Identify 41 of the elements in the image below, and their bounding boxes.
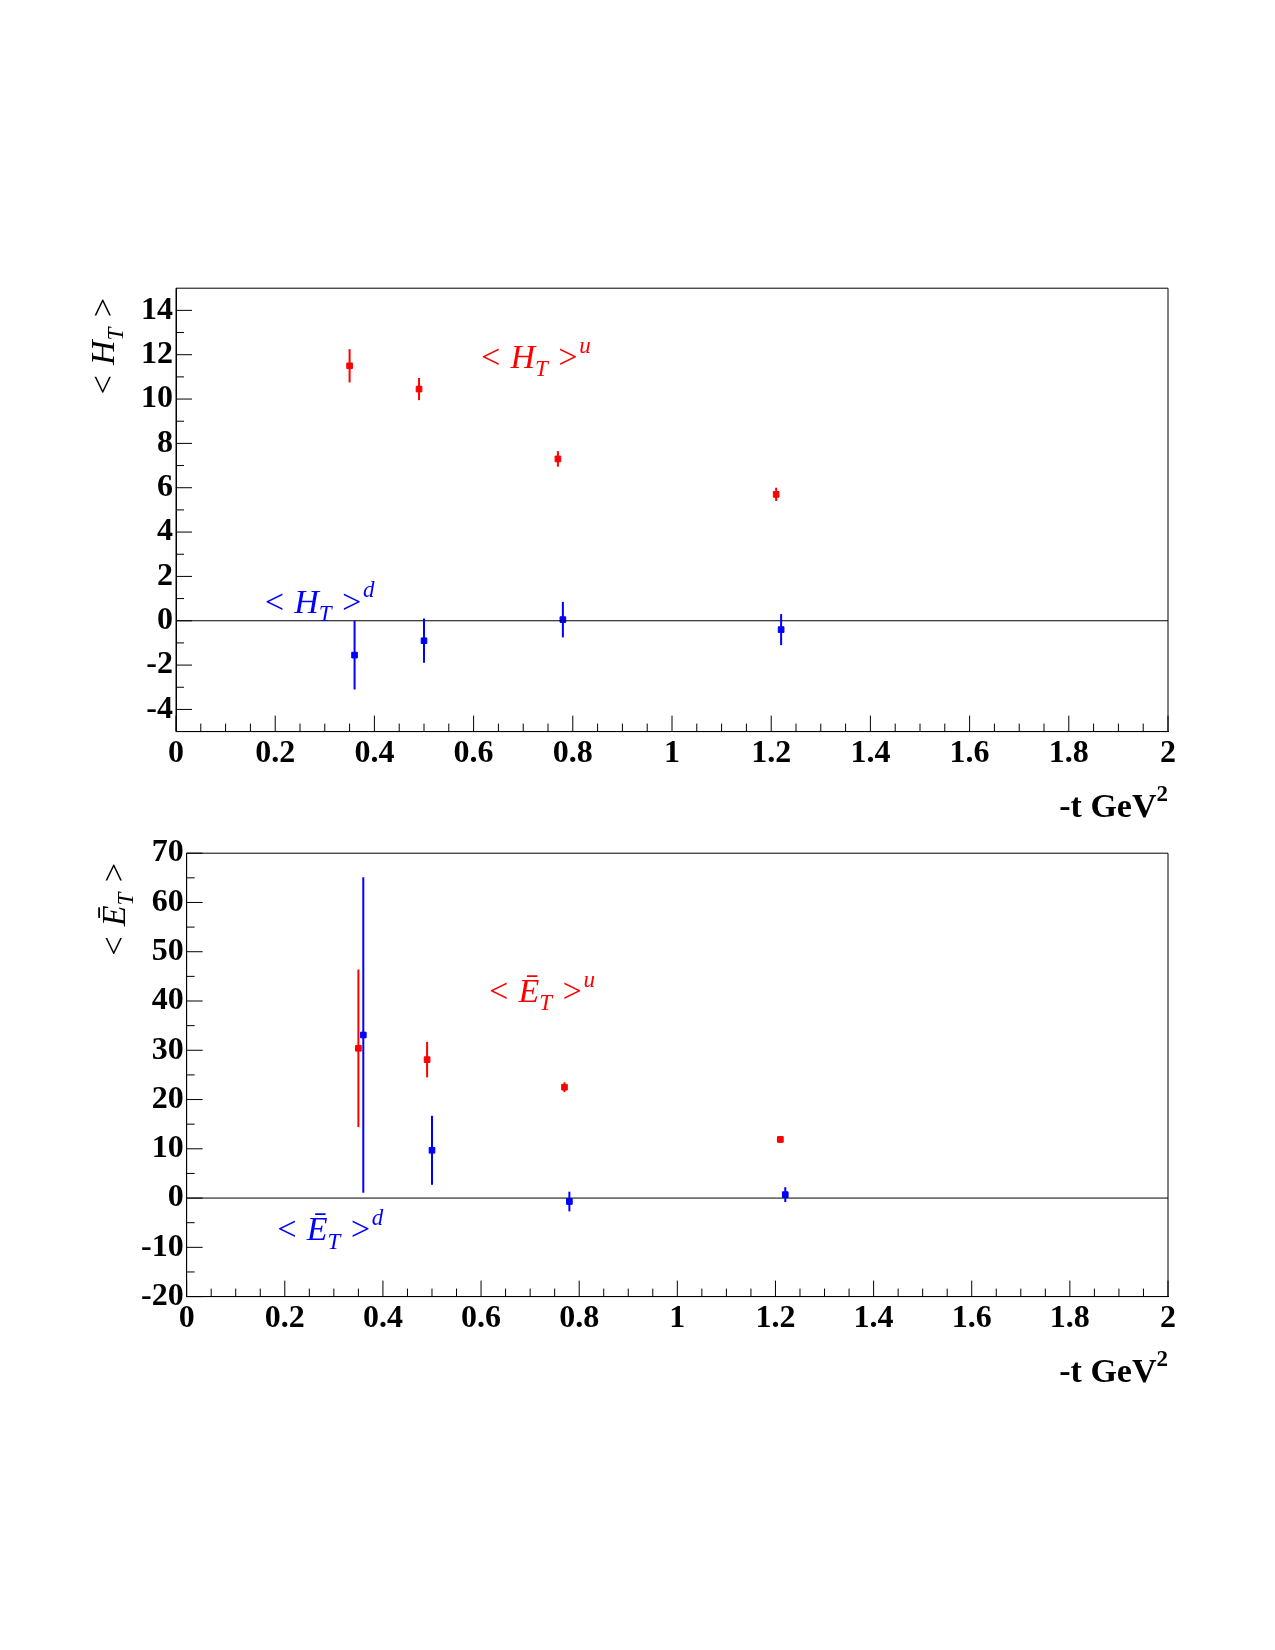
y-tick-label: 14: [141, 289, 173, 326]
x-tick-label: 2: [1160, 1298, 1176, 1335]
x-tick-label: 0.6: [461, 1298, 502, 1335]
y-tick-label: 2: [157, 555, 173, 592]
y-tick-label: -2: [146, 644, 173, 681]
x-tick-label: 2: [1160, 733, 1176, 770]
y-tick-label: 10: [151, 1128, 184, 1165]
x-tick-label: 0.8: [552, 733, 593, 770]
x-tick-label: 1.2: [755, 1298, 796, 1335]
x-tick-label: 1.8: [1048, 733, 1089, 770]
y-tick-label: 40: [151, 980, 184, 1017]
y-tick-label: 70: [151, 832, 184, 869]
x-tick-label: 1.2: [751, 733, 792, 770]
y-tick-label: -10: [141, 1226, 184, 1263]
y-tick-label: 0: [157, 600, 173, 637]
x-tick-label: 0.2: [264, 1298, 305, 1335]
y-axis-title: < ĒT >: [94, 861, 139, 958]
x-tick-label: 1.6: [951, 1298, 992, 1335]
x-tick-label: 0.4: [362, 1298, 403, 1335]
y-tick-label: -4: [146, 688, 173, 725]
x-tick-label: 1: [669, 1298, 686, 1335]
y-tick-label: 0: [167, 1177, 184, 1214]
y-tick-label: 6: [157, 467, 173, 503]
x-tick-label: 1.6: [949, 733, 990, 770]
y-tick-label: 20: [151, 1078, 184, 1115]
x-tick-label: 1.8: [1049, 1298, 1090, 1335]
y-tick-label: 50: [151, 931, 184, 967]
x-tick-label: 1.4: [853, 1298, 894, 1335]
y-tick-label: 8: [157, 422, 173, 459]
x-tick-label: 0.4: [354, 733, 395, 770]
y-axis-title: < HT >: [84, 296, 128, 397]
x-tick-label: 0.6: [453, 733, 494, 770]
y-tick-label: 4: [157, 511, 173, 548]
x-tick-label: 0.8: [559, 1298, 600, 1335]
y-tick-label: 30: [151, 1029, 184, 1066]
x-tick-label: 1: [664, 733, 680, 770]
x-tick-label: 1.4: [850, 733, 891, 770]
y-tick-label: 60: [151, 881, 184, 918]
y-tick-label: 10: [141, 378, 173, 415]
x-tick-label: 0.2: [255, 733, 296, 770]
y-tick-label: 12: [141, 333, 173, 370]
